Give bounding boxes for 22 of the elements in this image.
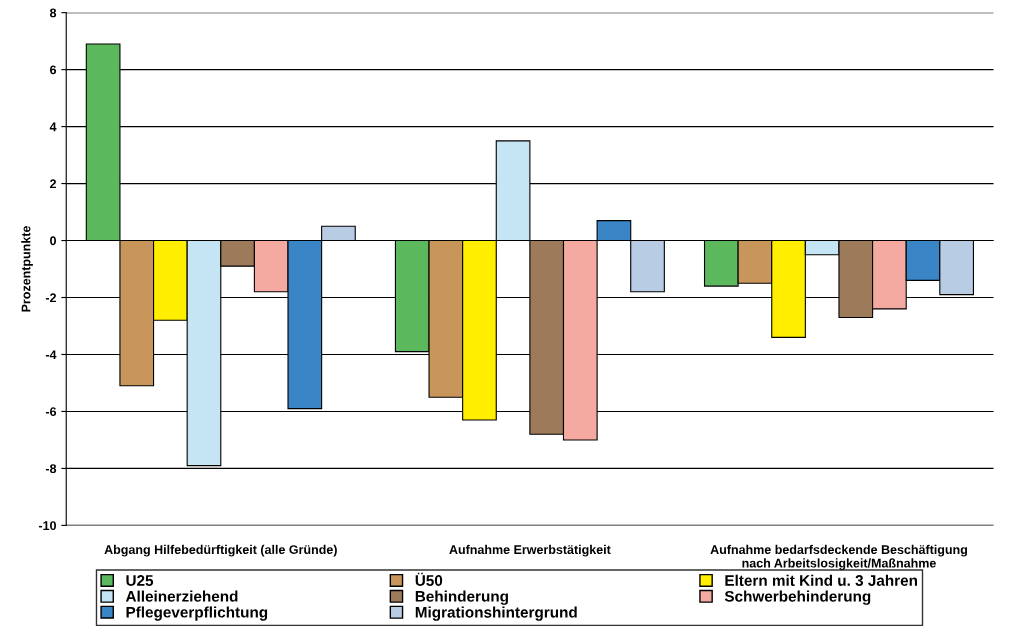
legend-label: Eltern mit Kind u. 3 Jahren [725, 574, 917, 586]
x-tick-label: Abgang Hilfebedürftigkeit (alle Gründe) [104, 544, 337, 557]
y-tick-label: 8 [49, 8, 57, 18]
x-tick-label: Aufnahme bedarfsdeckende Beschäftigung nach Arbeitslosigkeit/Maßnahme [710, 544, 967, 571]
y-tick-label: -10 [38, 521, 56, 531]
x-tick-label: Aufnahme Erwerbstätigkeit [449, 544, 611, 557]
legend-label: Ü50 [415, 572, 443, 586]
legend-label: Migrationshintergrund [415, 606, 577, 621]
legend-label: U25 [126, 575, 154, 586]
legend-label: Behinderung [415, 590, 508, 605]
legend-label: Alleinerziehend [125, 590, 238, 602]
legend-label: Pflegeverpflichtung [126, 606, 268, 621]
y-tick-label: -2 [45, 293, 57, 303]
y-axis-title: Prozentpunkte [21, 226, 33, 312]
y-tick-label: 4 [49, 122, 57, 132]
y-tick-label: -8 [45, 464, 57, 474]
legend-label: Schwerbehinderung [724, 590, 871, 605]
y-tick-label: -6 [45, 407, 57, 417]
y-tick-label: -4 [45, 350, 57, 360]
y-tick-label: 6 [50, 65, 57, 75]
y-tick-label: 0 [50, 236, 56, 246]
y-tick-label: 2 [50, 179, 57, 189]
